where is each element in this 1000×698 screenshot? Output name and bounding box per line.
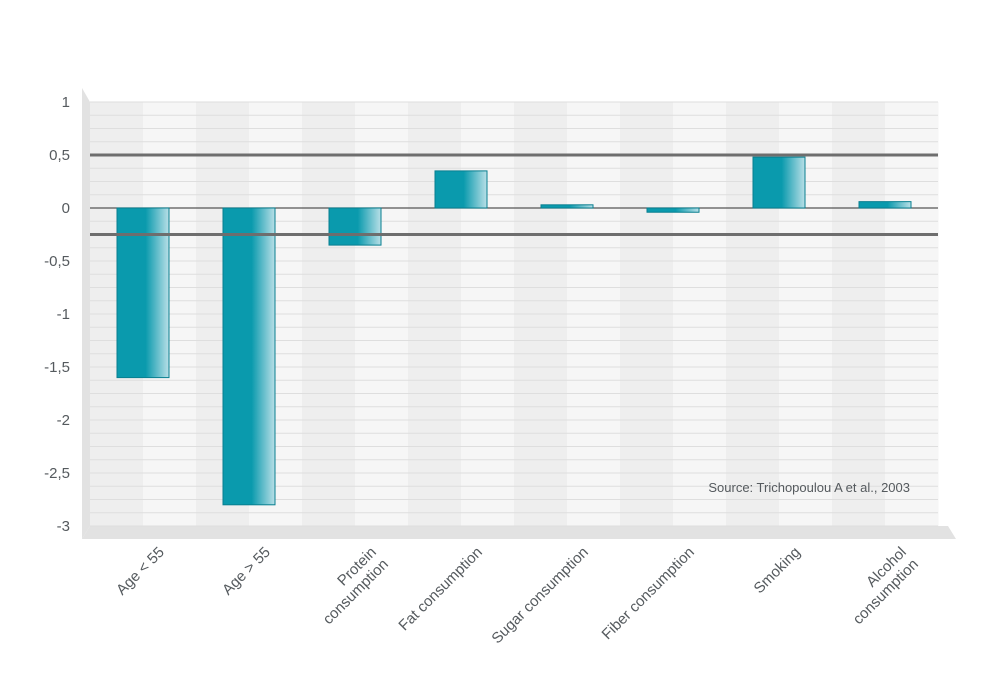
x-tick-label: Age < 55 — [113, 544, 168, 599]
x-tick-label: Smoking — [751, 544, 804, 597]
bar — [434, 170, 488, 209]
bar — [646, 207, 700, 213]
bar — [116, 207, 170, 379]
axis-floor — [82, 526, 956, 539]
x-tick-label: Fat consumption — [395, 544, 485, 634]
x-axis-tick-labels: Age < 55 Age > 55 Proteinconsumption Fat co… — [113, 544, 922, 647]
x-tick-text: Alcoholconsumption — [838, 544, 922, 628]
x-tick-text: Age < 55 — [113, 544, 168, 599]
bar — [752, 156, 806, 209]
y-tick-label: -1,5 — [44, 359, 70, 376]
x-tick-text: Smoking — [751, 544, 804, 597]
y-tick-label: 1 — [62, 94, 70, 111]
y-tick-label: 0,5 — [49, 147, 70, 164]
x-tick-line: Smoking — [751, 544, 804, 597]
x-tick-label: Fiber consumption — [599, 544, 698, 643]
y-tick-label: -0,5 — [44, 253, 70, 270]
x-tick-text: Fat consumption — [395, 544, 485, 634]
x-tick-line: Age < 55 — [113, 544, 168, 599]
bar — [328, 207, 382, 246]
bar — [222, 207, 276, 506]
bars — [116, 156, 912, 506]
axis-wall-left — [82, 88, 90, 539]
x-tick-text: Sugar consumption — [488, 544, 591, 647]
source-note: Source: Trichopoulou A et al., 2003 — [708, 480, 910, 495]
y-tick-label: -3 — [57, 518, 70, 535]
x-tick-line: Sugar consumption — [488, 544, 591, 647]
y-axis-tick-labels: 1 0,5 0 -0,5 -1 -1,5 -2 -2,5 -3 — [44, 94, 70, 535]
x-tick-text: Fiber consumption — [599, 544, 698, 643]
x-tick-label: Alcoholconsumption — [838, 544, 922, 628]
y-tick-label: -2 — [57, 412, 70, 429]
x-tick-line: Fiber consumption — [599, 544, 698, 643]
bar — [540, 204, 594, 209]
y-tick-label: 0 — [62, 200, 70, 217]
reference-lines — [90, 153, 938, 236]
x-tick-line: Age > 55 — [219, 544, 274, 599]
x-tick-line: Fat consumption — [395, 544, 485, 634]
x-tick-label: Proteinconsumption — [308, 544, 392, 628]
x-tick-text: Age > 55 — [219, 544, 274, 599]
y-tick-label: -2,5 — [44, 465, 70, 482]
x-tick-label: Sugar consumption — [488, 544, 591, 647]
x-tick-label: Age > 55 — [219, 544, 274, 599]
x-tick-text: Proteinconsumption — [308, 544, 392, 628]
bar — [858, 201, 912, 209]
y-tick-label: -1 — [57, 306, 70, 323]
